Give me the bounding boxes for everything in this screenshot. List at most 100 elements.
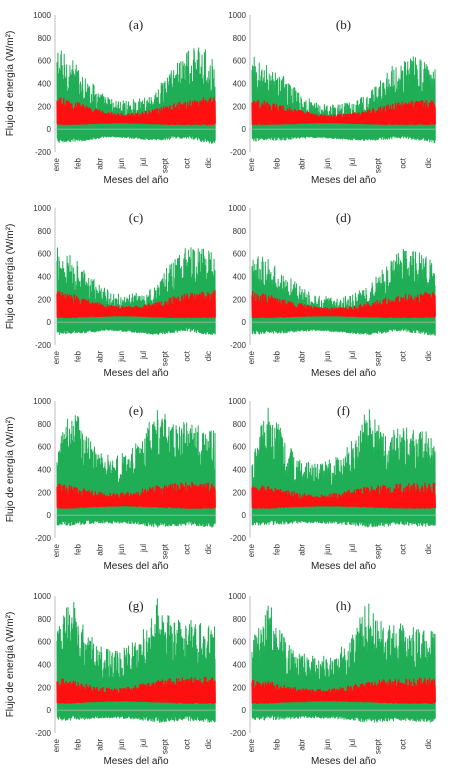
- x-tick-label: dic: [204, 739, 213, 749]
- x-tick-label: abr: [95, 544, 104, 556]
- y-tick-label: -200: [35, 341, 52, 350]
- x-tick-label: jul: [348, 544, 357, 553]
- x-tick-label: dic: [424, 158, 433, 168]
- y-axis-label: Flujo de energía (W/m²): [5, 224, 16, 330]
- x-tick-label: abr: [298, 158, 307, 170]
- chart-panel-g: -200 0 200 400 600 800 1000 ene feb abr jun jul sept…: [5, 592, 217, 767]
- y-tick-label: 0: [242, 125, 247, 134]
- x-tick-label: jul: [139, 351, 148, 360]
- x-tick-label: sept: [373, 543, 382, 559]
- x-tick-label: dic: [424, 351, 433, 361]
- panel-label: (g): [128, 598, 143, 613]
- x-axis-label: Meses del año: [103, 175, 168, 186]
- x-axis-label: Meses del año: [311, 368, 376, 379]
- x-tick-label: feb: [272, 738, 281, 750]
- chart-panel-f: -200 0 200 400 600 800 1000 ene feb abr jun jul sept…: [228, 397, 437, 572]
- y-tick-label: 1000: [33, 397, 51, 406]
- x-tick-label: oct: [399, 350, 408, 361]
- chart-panel-a: -200 0 200 400 600 800 1000 ene feb abr jun jul sept…: [5, 11, 217, 186]
- x-tick-label: jun: [323, 158, 332, 170]
- x-tick-label: dic: [424, 739, 433, 749]
- x-tick-label: jul: [348, 351, 357, 360]
- y-tick-label: 800: [233, 34, 247, 43]
- x-tick-label: ene: [247, 157, 256, 171]
- x-tick-label: feb: [74, 543, 83, 555]
- y-tick-label: 400: [233, 661, 247, 670]
- x-tick-label: oct: [182, 738, 191, 749]
- x-axis-label: Meses del año: [311, 561, 376, 572]
- y-tick-label: 800: [233, 227, 247, 236]
- x-tick-label: sept: [373, 157, 382, 173]
- y-tick-label: 1000: [228, 592, 246, 601]
- y-tick-label: 800: [38, 227, 52, 236]
- chart-panel-b: -200 0 200 400 600 800 1000 ene feb abr jun jul sept…: [228, 11, 437, 186]
- y-tick-label: 400: [38, 466, 52, 475]
- y-tick-label: 200: [38, 295, 52, 304]
- y-tick-label: 0: [242, 318, 247, 327]
- x-axis-label: Meses del año: [103, 368, 168, 379]
- y-axis-label: Flujo de energía (W/m²): [5, 31, 16, 137]
- y-tick-label: 600: [38, 57, 52, 66]
- y-tick-label: 0: [242, 706, 247, 715]
- chart-panel-h: -200 0 200 400 600 800 1000 ene feb abr jun jul sept…: [228, 592, 437, 767]
- series-red-line: [251, 100, 436, 126]
- x-tick-label: jun: [323, 351, 332, 363]
- y-tick-label: 1000: [33, 592, 51, 601]
- y-tick-label: 600: [233, 638, 247, 647]
- x-tick-label: ene: [52, 738, 61, 752]
- x-tick-label: dic: [204, 544, 213, 554]
- y-tick-label: 600: [38, 638, 52, 647]
- y-tick-label: 0: [242, 511, 247, 520]
- y-tick-label: 0: [47, 318, 52, 327]
- series-green-line: [251, 248, 436, 336]
- series-red-line: [56, 481, 216, 509]
- y-tick-label: 200: [233, 102, 247, 111]
- panel-label: (c): [129, 210, 143, 225]
- y-tick-label: 600: [233, 57, 247, 66]
- y-tick-label: -200: [35, 534, 52, 543]
- x-tick-label: sept: [161, 543, 170, 559]
- x-tick-label: jun: [117, 544, 126, 556]
- x-tick-label: abr: [298, 739, 307, 751]
- y-tick-label: -200: [230, 729, 247, 738]
- series-green-line: [56, 410, 216, 528]
- x-tick-label: oct: [182, 350, 191, 361]
- y-tick-label: 400: [233, 80, 247, 89]
- x-tick-label: abr: [298, 544, 307, 556]
- series-red-line: [56, 676, 216, 704]
- series-red-line: [56, 289, 216, 319]
- x-tick-label: feb: [74, 350, 83, 362]
- x-tick-label: abr: [95, 739, 104, 751]
- series-red-line: [56, 96, 216, 126]
- x-tick-label: jun: [323, 739, 332, 751]
- panel-label: (a): [129, 17, 143, 32]
- x-tick-label: jul: [139, 544, 148, 553]
- y-tick-label: 0: [47, 125, 52, 134]
- x-tick-label: abr: [95, 158, 104, 170]
- y-tick-label: 1000: [228, 11, 246, 20]
- x-tick-label: sept: [373, 350, 382, 366]
- x-tick-label: sept: [373, 738, 382, 754]
- y-tick-label: 200: [233, 683, 247, 692]
- series-green-line: [56, 598, 216, 724]
- y-tick-label: 200: [233, 295, 247, 304]
- x-axis-label: Meses del año: [103, 756, 168, 767]
- x-tick-label: sept: [161, 350, 170, 366]
- y-tick-label: 800: [233, 615, 247, 624]
- y-tick-label: -200: [35, 729, 52, 738]
- x-axis-label: Meses del año: [103, 561, 168, 572]
- x-tick-label: feb: [74, 738, 83, 750]
- chart-panel-d: -200 0 200 400 600 800 1000 ene feb abr jun jul sept…: [228, 204, 437, 379]
- series-green-line: [251, 603, 436, 723]
- x-tick-label: jul: [139, 158, 148, 167]
- x-tick-label: jul: [348, 158, 357, 167]
- y-tick-label: 200: [38, 102, 52, 111]
- x-tick-label: ene: [247, 738, 256, 752]
- panel-label: (d): [336, 210, 351, 225]
- x-tick-label: abr: [298, 351, 307, 363]
- y-tick-label: 1000: [33, 11, 51, 20]
- x-tick-label: oct: [399, 157, 408, 168]
- y-tick-label: 600: [38, 443, 52, 452]
- series-red-line: [251, 677, 436, 704]
- y-tick-label: 200: [38, 683, 52, 692]
